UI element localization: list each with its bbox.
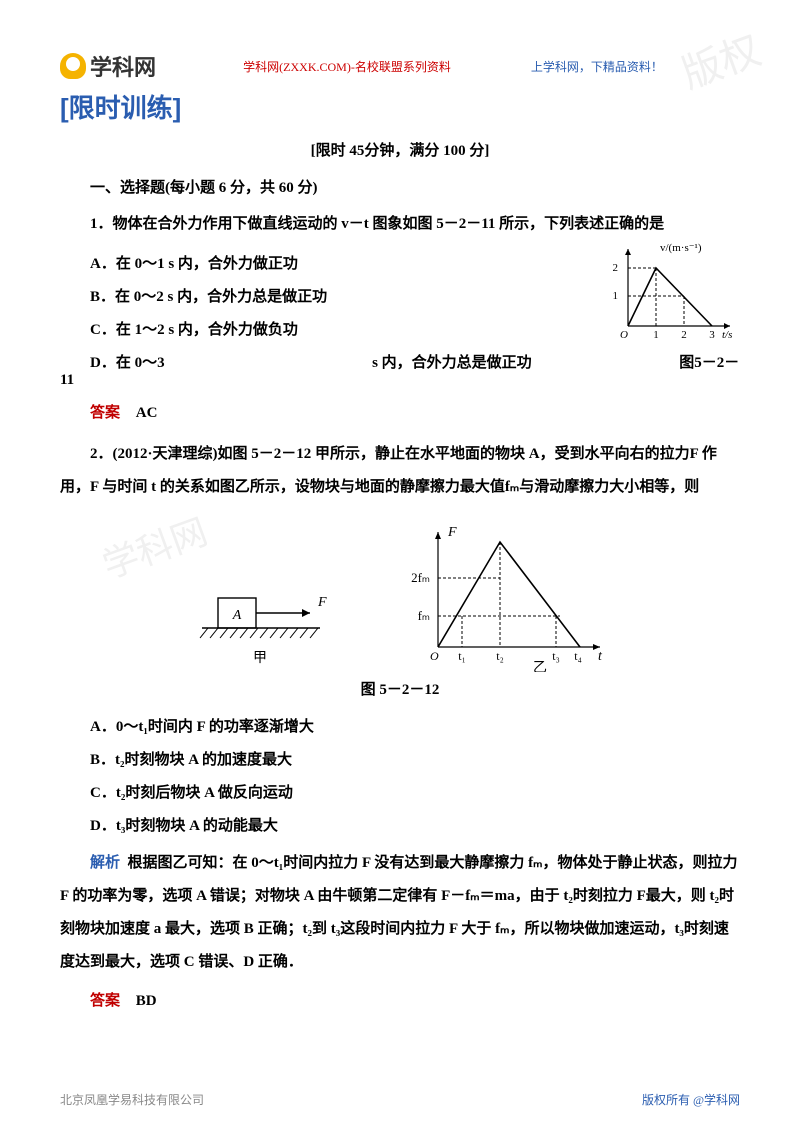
logo-text: 学科网 bbox=[90, 50, 156, 82]
answer-value: BD bbox=[136, 993, 157, 1009]
logo: 学科网 bbox=[60, 50, 156, 82]
svg-text:fₘ: fₘ bbox=[418, 608, 430, 623]
explain-text: 根据图乙可知：在 0～t₁时间内拉力 F 没有达到最大静摩擦力 fₘ，物体处于静… bbox=[60, 855, 737, 970]
answer-label: 答案 bbox=[90, 993, 120, 1009]
q1-d-before: D．在 0～3 bbox=[90, 355, 165, 371]
q2-fig-left: A F 甲 bbox=[190, 562, 340, 672]
q1-option-d: D．在 0～3 s 内，合外力总是做正功 图5－2－11 bbox=[60, 351, 740, 389]
q2-option-b: B．t₂时刻物块 A 的加速度最大 bbox=[60, 748, 740, 769]
svg-text:t/s: t/s bbox=[722, 329, 732, 341]
q2-fig-caption: 图 5－2－12 bbox=[60, 678, 740, 699]
question-1: 1．物体在合外力作用下做直线运动的 v－t 图象如图 5－2－11 所示，下列表… bbox=[60, 211, 740, 389]
svg-text:v/(m·s⁻¹): v/(m·s⁻¹) bbox=[660, 242, 702, 254]
svg-text:t: t bbox=[598, 649, 603, 664]
q1-stem: 1．物体在合外力作用下做直线运动的 v－t 图象如图 5－2－11 所示，下列表… bbox=[60, 211, 740, 238]
svg-text:A: A bbox=[232, 608, 242, 623]
svg-text:2: 2 bbox=[613, 262, 619, 274]
svg-text:F: F bbox=[447, 525, 457, 540]
q1-graph: 1 2 1 2 3 O v/(m·s⁻¹) t/s bbox=[600, 241, 740, 341]
q2-option-c: C．t₂时刻后物块 A 做反向运动 bbox=[60, 781, 740, 802]
q1-answer: 答案 AC bbox=[60, 401, 740, 422]
footer-left: 北京凤凰学易科技有限公司 bbox=[60, 1091, 204, 1108]
svg-text:1: 1 bbox=[653, 329, 659, 341]
q2-stem: 2．(2012·天津理综)如图 5－2－12 甲所示，静止在水平地面的物块 A，… bbox=[60, 438, 740, 504]
svg-text:2: 2 bbox=[681, 329, 687, 341]
svg-text:t₁: t₁ bbox=[458, 649, 466, 663]
answer-value: AC bbox=[136, 405, 158, 421]
q2-explanation: 解析 根据图乙可知：在 0～t₁时间内拉力 F 没有达到最大静摩擦力 fₘ，物体… bbox=[60, 847, 740, 979]
fig-left-caption: 甲 bbox=[253, 651, 267, 666]
svg-text:F: F bbox=[317, 595, 327, 610]
q2-figures: A F 甲 F t O 2fₘ bbox=[60, 522, 740, 672]
page-header: 学科网 学科网(ZXXK.COM)-名校联盟系列资料 上学科网，下精品资料！ bbox=[60, 50, 740, 82]
subtitle: [限时 45分钟，满分 100 分] bbox=[60, 139, 740, 160]
answer-label: 答案 bbox=[90, 405, 120, 421]
section-heading: 一、选择题(每小题 6 分，共 60 分) bbox=[60, 176, 740, 197]
explain-label: 解析 bbox=[90, 855, 120, 871]
svg-text:t₄: t₄ bbox=[574, 649, 582, 663]
q2-option-d: D．t₃时刻物块 A 的动能最大 bbox=[60, 814, 740, 835]
q2-option-a: A．0～t₁时间内 F 的功率逐渐增大 bbox=[60, 715, 740, 736]
vt-graph-svg: 1 2 1 2 3 O v/(m·s⁻¹) t/s bbox=[600, 241, 740, 341]
logo-icon bbox=[60, 53, 86, 79]
svg-text:t₃: t₃ bbox=[552, 649, 560, 663]
svg-text:O: O bbox=[430, 649, 439, 663]
q2-fig-right: F t O 2fₘ fₘ t₁ t₂ t₃ t₄ 乙 bbox=[400, 522, 610, 672]
svg-text:t₂: t₂ bbox=[496, 649, 504, 663]
header-link-left: 学科网(ZXXK.COM)-名校联盟系列资料 bbox=[243, 58, 451, 75]
q2-answer: 答案 BD bbox=[60, 989, 740, 1010]
svg-text:O: O bbox=[620, 329, 628, 341]
svg-text:2fₘ: 2fₘ bbox=[411, 570, 430, 585]
footer-right: 版权所有 @学科网 bbox=[642, 1091, 740, 1108]
main-title: [限时训练] bbox=[60, 88, 740, 125]
svg-text:1: 1 bbox=[613, 290, 619, 302]
header-links: 学科网(ZXXK.COM)-名校联盟系列资料 上学科网，下精品资料！ bbox=[166, 58, 740, 75]
page-footer: 北京凤凰学易科技有限公司 版权所有 @学科网 bbox=[60, 1091, 740, 1108]
svg-text:乙: 乙 bbox=[533, 660, 547, 672]
svg-text:3: 3 bbox=[709, 329, 715, 341]
header-link-right: 上学科网，下精品资料！ bbox=[531, 58, 663, 75]
page-content: 学科网 学科网(ZXXK.COM)-名校联盟系列资料 上学科网，下精品资料！ [… bbox=[60, 50, 740, 1010]
q1-d-after: s 内，合外力总是做正功 bbox=[372, 355, 532, 371]
